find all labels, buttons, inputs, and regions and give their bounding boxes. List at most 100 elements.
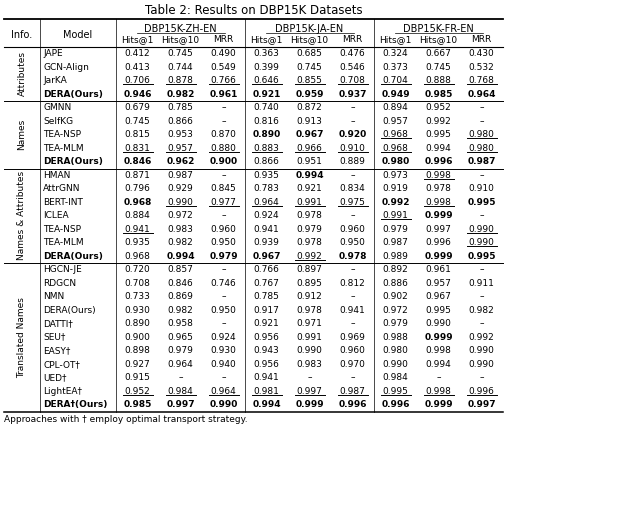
- Text: 0.990: 0.990: [468, 360, 495, 369]
- Text: –: –: [350, 373, 355, 382]
- Text: TEA-MLM: TEA-MLM: [43, 144, 84, 153]
- Text: 0.430: 0.430: [468, 49, 494, 58]
- Text: –: –: [350, 265, 355, 274]
- Text: –: –: [479, 373, 484, 382]
- Text: 0.919: 0.919: [383, 184, 408, 193]
- Text: 0.957: 0.957: [426, 279, 451, 288]
- Text: 0.961: 0.961: [426, 265, 451, 274]
- Text: 0.796: 0.796: [125, 184, 150, 193]
- Text: 0.834: 0.834: [340, 184, 365, 193]
- Text: 0.997: 0.997: [166, 400, 195, 409]
- Text: 0.720: 0.720: [125, 265, 150, 274]
- Text: 0.941: 0.941: [253, 225, 280, 234]
- Text: 0.708: 0.708: [125, 279, 150, 288]
- Text: TEA-MLM: TEA-MLM: [43, 238, 84, 248]
- Text: 0.994: 0.994: [166, 252, 195, 261]
- Text: 0.373: 0.373: [383, 63, 408, 72]
- Text: JAPE: JAPE: [43, 49, 63, 58]
- Text: 0.930: 0.930: [211, 346, 236, 355]
- Text: Names & Attributes: Names & Attributes: [17, 171, 26, 260]
- Text: 0.745: 0.745: [125, 117, 150, 126]
- Text: 0.978: 0.978: [426, 184, 451, 193]
- Text: 0.886: 0.886: [383, 279, 408, 288]
- Text: Table 2: Results on DBP15K Datasets: Table 2: Results on DBP15K Datasets: [145, 4, 362, 16]
- Text: 0.989: 0.989: [383, 252, 408, 261]
- Text: 0.995: 0.995: [467, 198, 496, 207]
- Text: 0.866: 0.866: [168, 117, 193, 126]
- Text: SEU†: SEU†: [43, 333, 65, 342]
- Text: 0.889: 0.889: [340, 157, 365, 166]
- Text: 0.952: 0.952: [426, 103, 451, 112]
- Text: 0.890: 0.890: [125, 319, 150, 328]
- Text: 0.982: 0.982: [168, 238, 193, 248]
- Text: Hits@10: Hits@10: [161, 36, 200, 45]
- Text: –: –: [221, 373, 226, 382]
- Text: 0.964: 0.964: [253, 198, 280, 207]
- Text: 0.980: 0.980: [468, 144, 495, 153]
- Text: 0.929: 0.929: [168, 184, 193, 193]
- Text: 0.990: 0.990: [296, 346, 323, 355]
- Text: Attributes: Attributes: [17, 51, 26, 96]
- Text: 0.979: 0.979: [209, 252, 238, 261]
- Text: 0.998: 0.998: [426, 198, 451, 207]
- Text: 0.960: 0.960: [211, 225, 236, 234]
- Text: 0.950: 0.950: [211, 238, 236, 248]
- Text: 0.977: 0.977: [211, 198, 236, 207]
- Text: –: –: [479, 292, 484, 301]
- Text: DBP15K-JA-EN: DBP15K-JA-EN: [275, 24, 344, 34]
- Text: 0.950: 0.950: [211, 306, 236, 315]
- Text: 0.890: 0.890: [252, 130, 280, 139]
- Text: –: –: [350, 103, 355, 112]
- Text: 0.943: 0.943: [253, 346, 280, 355]
- Text: 0.920: 0.920: [339, 130, 367, 139]
- Text: 0.845: 0.845: [211, 184, 236, 193]
- Text: –: –: [221, 319, 226, 328]
- Text: 0.956: 0.956: [253, 333, 280, 342]
- Text: 0.957: 0.957: [383, 117, 408, 126]
- Text: 0.968: 0.968: [125, 252, 150, 261]
- Text: 0.960: 0.960: [340, 346, 365, 355]
- Text: –: –: [479, 265, 484, 274]
- Text: 0.900: 0.900: [125, 333, 150, 342]
- Text: 0.990: 0.990: [468, 346, 495, 355]
- Text: 0.958: 0.958: [168, 319, 193, 328]
- Text: 0.999: 0.999: [424, 211, 453, 220]
- Text: 0.990: 0.990: [383, 360, 408, 369]
- Text: 0.785: 0.785: [253, 292, 280, 301]
- Text: 0.869: 0.869: [168, 292, 193, 301]
- Text: 0.880: 0.880: [211, 144, 236, 153]
- Text: 0.971: 0.971: [296, 319, 323, 328]
- Text: –: –: [221, 117, 226, 126]
- Text: 0.733: 0.733: [125, 292, 150, 301]
- Text: 0.951: 0.951: [296, 157, 323, 166]
- Text: 0.846: 0.846: [124, 157, 152, 166]
- Text: 0.994: 0.994: [426, 144, 451, 153]
- Text: 0.685: 0.685: [296, 49, 323, 58]
- Text: 0.987: 0.987: [383, 238, 408, 248]
- Text: 0.992: 0.992: [381, 198, 410, 207]
- Text: 0.706: 0.706: [125, 76, 150, 85]
- Text: 0.937: 0.937: [339, 90, 367, 99]
- Text: 0.872: 0.872: [296, 103, 323, 112]
- Text: 0.990: 0.990: [468, 238, 495, 248]
- Text: 0.413: 0.413: [125, 63, 150, 72]
- Text: 0.939: 0.939: [253, 238, 280, 248]
- Text: 0.957: 0.957: [168, 144, 193, 153]
- Text: 0.866: 0.866: [253, 157, 280, 166]
- Text: DBP15K-FR-EN: DBP15K-FR-EN: [403, 24, 474, 34]
- Text: –: –: [436, 373, 441, 382]
- Text: 0.949: 0.949: [381, 90, 410, 99]
- Text: 0.870: 0.870: [211, 130, 236, 139]
- Text: 0.998: 0.998: [426, 387, 451, 396]
- Text: 0.959: 0.959: [295, 90, 324, 99]
- Text: GCN-Align: GCN-Align: [43, 63, 89, 72]
- Text: EASY†: EASY†: [43, 346, 70, 355]
- Text: 0.363: 0.363: [253, 49, 280, 58]
- Text: 0.992: 0.992: [296, 252, 323, 261]
- Text: 0.930: 0.930: [125, 306, 150, 315]
- Text: TEA-NSP: TEA-NSP: [43, 225, 81, 234]
- Text: 0.994: 0.994: [252, 400, 281, 409]
- Text: 0.941: 0.941: [253, 373, 280, 382]
- Text: 0.884: 0.884: [125, 211, 150, 220]
- Text: AttrGNN: AttrGNN: [43, 184, 81, 193]
